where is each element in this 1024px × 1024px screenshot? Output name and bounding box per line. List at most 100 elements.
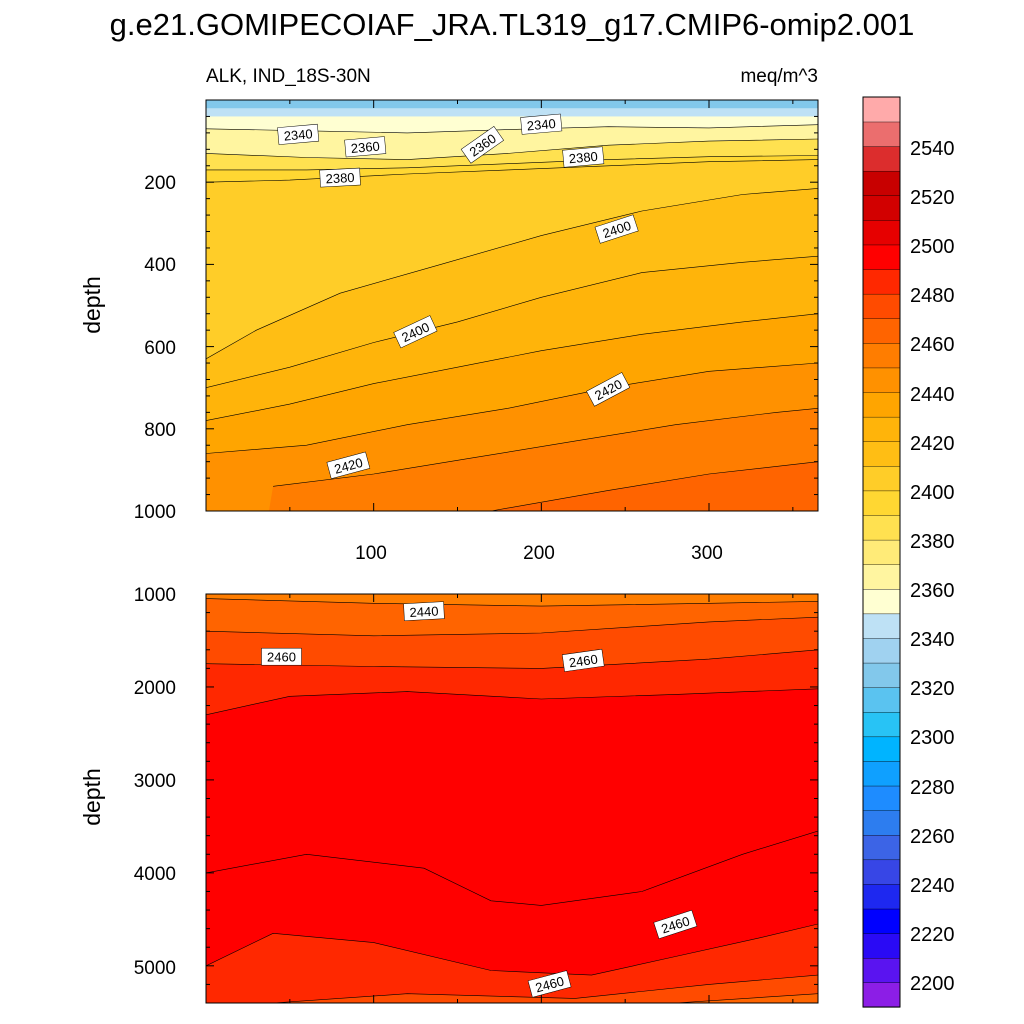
plot-top-frame [205,99,819,512]
colorbar-tick-label: 2460 [910,334,955,356]
contour-label-box [594,214,639,244]
colorbar-segment [862,637,901,664]
y-tick-label: 1000 [134,502,176,523]
contour-label-text: 2440 [409,603,439,619]
contour-label: 2380 [319,167,361,188]
colorbar-segment [862,834,901,861]
colorbar-tick-label: 2400 [910,482,955,504]
colorbar-tick-label: 2300 [910,727,955,749]
y-tick-label: 200 [144,173,176,194]
contour-label: 2340 [277,123,320,145]
contour-label-box [393,315,438,349]
contour-line [206,649,818,669]
colorbar-segment [862,687,901,713]
y-axis-label-top: depth [79,276,105,334]
colorbar-tick-label: 2240 [910,875,955,897]
y-tick-label: 800 [144,420,176,441]
colorbar-tick-label: 2380 [910,531,955,553]
colorbar-segment [862,514,901,541]
contour-label-text: 2340 [283,126,313,143]
colorbar-segment [862,760,901,787]
contour-label-box [460,126,505,164]
colorbar-tick-label: 2340 [910,629,955,651]
colorbar-segment [862,883,901,910]
colorbar-segment [862,613,901,639]
contour-label-box [561,648,605,672]
colorbar [862,96,901,1008]
colorbar-tick-label: 2420 [910,433,955,455]
contour-label: 2400 [594,214,639,244]
colorbar-segment [862,318,901,344]
colorbar-tick-label: 2540 [910,138,955,160]
contour-label-text: 2380 [325,170,355,186]
colorbar-segment [862,121,901,147]
y-tick-label: 3000 [134,771,176,792]
contour-line [206,923,818,976]
colorbar-tick-label: 2360 [910,580,955,602]
contour-label-box [520,113,563,135]
x-tick-label: 200 [523,543,555,564]
colorbar-tick-label: 2280 [910,777,955,799]
contour-label: 2460 [261,647,302,666]
y-axis-bottom: 1000 2000 3000 4000 5000 [134,585,176,979]
colorbar-segment [862,859,901,885]
contour-label: 2460 [653,909,698,940]
colorbar-segment [862,588,901,615]
contour-label-box [277,123,320,145]
colorbar-segment [862,539,901,565]
colorbar-segment [862,219,901,246]
contour-line [206,188,818,360]
colorbar-tick-label: 2440 [910,384,955,406]
colorbar-segment [862,933,901,959]
chart-title: g.e21.GOMIPECOIAF_JRA.TL319_g17.CMIP6-om… [110,7,915,42]
contour-label-text: 2380 [568,149,598,166]
colorbar-segment [862,391,901,418]
colorbar-segment [862,367,901,393]
colorbar-segment [862,785,901,811]
contour-fill [273,975,818,1003]
colorbar-segment [862,957,901,983]
contour-line [206,255,818,388]
colorbar-segment [862,293,901,319]
contour-label-box [527,970,572,998]
contour-label-text: 2340 [526,116,556,133]
contour-label: 2380 [562,146,605,168]
colorbar-segment [862,908,901,934]
contour-label-text: 2460 [267,650,296,665]
colorbar-segment [862,416,901,442]
colorbar-tick-label: 2480 [910,285,955,307]
y-axis-label-bottom: depth [79,768,105,826]
colorbar-tick-label: 2220 [910,924,955,946]
contour-label: 2460 [527,970,572,998]
colorbar-segment [862,736,901,762]
colorbar-segment [862,96,901,123]
contour-line [490,461,818,511]
contour-label-text: 2420 [333,455,365,477]
panel-top-left-label: ALK, IND_18S-30N [206,66,371,87]
colorbar-labels: 2200 2220 2240 2260 2280 2300 2320 2340 … [910,138,955,995]
plot-bottom: 2440 2460 2460 2460 2460 [205,593,819,1004]
contour-line [273,974,818,1003]
colorbar-segment [862,711,901,738]
colorbar-segment [862,195,901,221]
contour-label: 2360 [344,136,387,158]
contour-line [206,313,818,421]
y-axis-top: 200 400 600 800 1000 [134,173,176,523]
y-tick-label: 1000 [134,585,176,606]
contour-line [675,993,818,1003]
contour-line [206,830,818,906]
panel-top-right-label: meq/m^3 [740,66,818,87]
colorbar-segment [862,564,901,590]
contour-fill [491,461,818,511]
contour-label-box [562,146,605,168]
contour-label-text: 2360 [350,139,380,156]
colorbar-segment [862,244,901,270]
x-tick-label: 100 [355,543,387,564]
colorbar-segment [862,490,901,516]
colorbar-frame [862,96,901,1008]
contour-label: 2460 [561,648,605,672]
x-axis-top: 100 200 300 [355,543,723,564]
colorbar-segment [862,145,901,172]
